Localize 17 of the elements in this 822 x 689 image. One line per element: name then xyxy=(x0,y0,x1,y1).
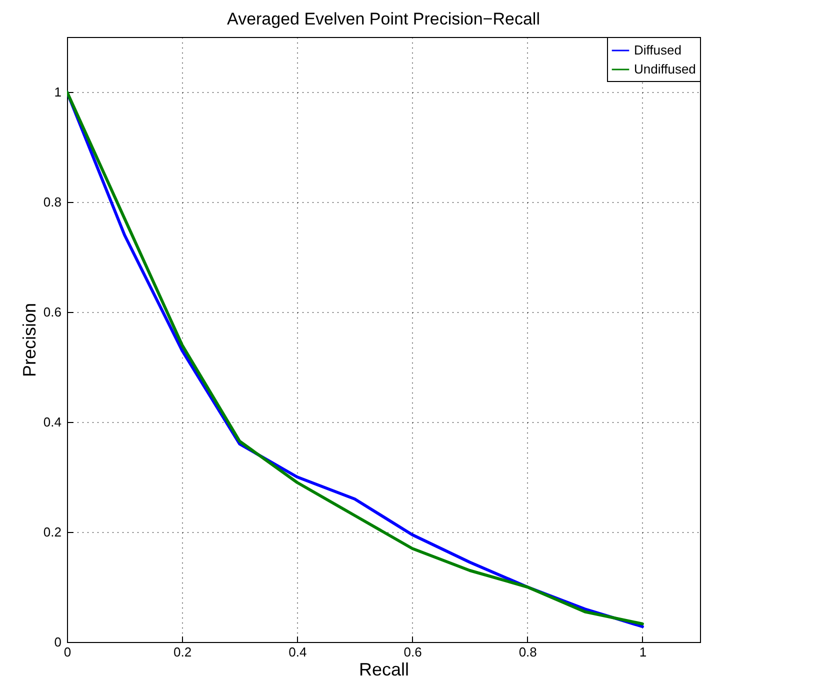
y-tick-label: 0 xyxy=(54,634,62,650)
legend-label: Undiffused xyxy=(634,62,696,76)
legend-label: Diffused xyxy=(634,42,682,58)
x-tick-label: 0.2 xyxy=(174,644,192,660)
y-tick-label: 0.8 xyxy=(43,194,62,210)
y-tick-label: 0.2 xyxy=(43,524,62,540)
chart-title: Averaged Evelven Point Precision−Recall xyxy=(227,10,540,28)
y-tick-label: 0.4 xyxy=(43,414,62,430)
x-tick-label: 1 xyxy=(639,644,647,660)
x-tick-label: 0.8 xyxy=(518,644,537,660)
y-tick-label: 1 xyxy=(54,84,62,100)
x-tick-label: 0.4 xyxy=(288,644,307,660)
x-tick-label: 0 xyxy=(64,644,72,660)
x-tick-label: 0.6 xyxy=(404,644,422,660)
x-axis-title: Recall xyxy=(358,660,410,680)
y-axis-title: Precision xyxy=(19,302,40,378)
y-tick-label: 0.6 xyxy=(43,304,62,320)
